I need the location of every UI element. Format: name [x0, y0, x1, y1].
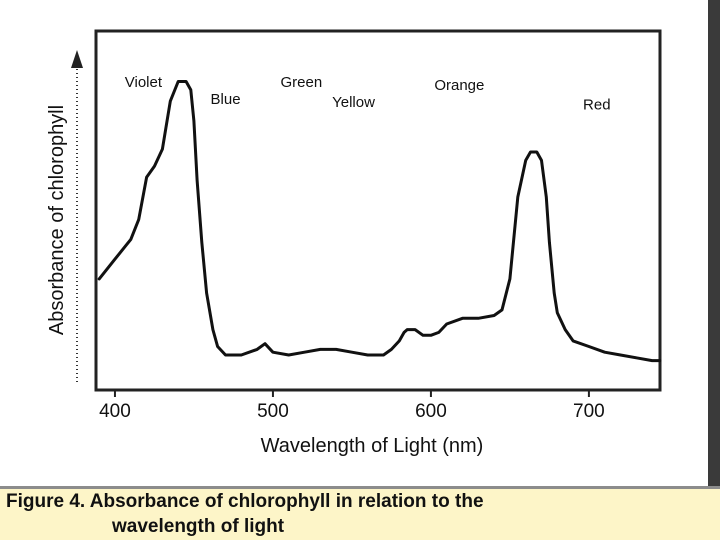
x-tick-label: 400 — [99, 401, 131, 422]
color-label-red: Red — [583, 97, 611, 114]
color-label-yellow: Yellow — [332, 94, 375, 111]
x-axis-ticks: 400 500 600 700 — [99, 390, 605, 422]
color-label-blue: Blue — [211, 91, 241, 108]
x-tick-label: 500 — [257, 401, 289, 422]
x-axis-title: Wavelength of Light (nm) — [261, 435, 484, 457]
color-label-violet: Violet — [125, 74, 163, 91]
absorbance-chart: Absorbance of chlorophyll Wavelength of … — [46, 29, 662, 457]
caption-line-1: Figure 4. Absorbance of chlorophyll in r… — [6, 491, 484, 512]
figure-caption: Figure 4. Absorbance of chlorophyll in r… — [0, 486, 720, 540]
color-label-orange: Orange — [434, 77, 484, 94]
color-label-green: Green — [281, 74, 323, 91]
plot-area-frame — [94, 29, 662, 392]
absorbance-curve — [97, 80, 662, 363]
color-region-labels: Violet Blue Green Yellow Orange Red — [125, 74, 611, 114]
window-edge-strip — [708, 0, 720, 486]
y-axis-arrow-head — [71, 50, 83, 68]
y-axis-title: Absorbance of chlorophyll — [46, 105, 68, 335]
caption-line-2: wavelength of light — [112, 516, 285, 537]
x-tick-label: 700 — [573, 401, 605, 422]
x-tick-label: 600 — [415, 401, 447, 422]
